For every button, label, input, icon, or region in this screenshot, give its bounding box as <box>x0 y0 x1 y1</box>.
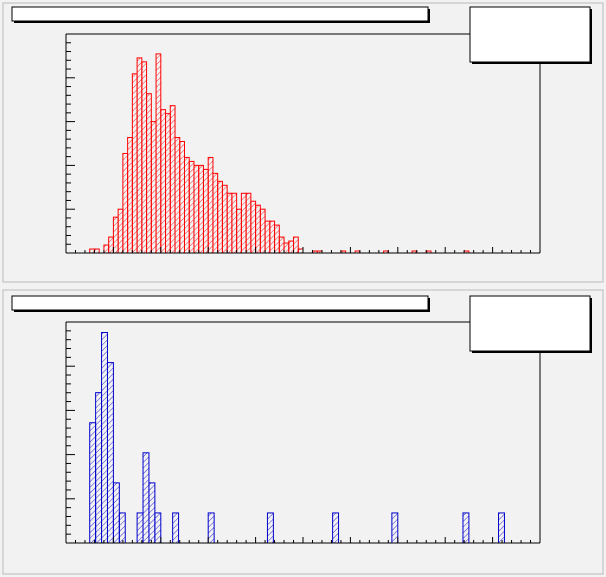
bar <box>155 53 162 254</box>
bar <box>103 244 110 254</box>
bar <box>131 73 138 254</box>
pad <box>2 289 604 575</box>
title-box <box>11 295 429 311</box>
bar <box>240 192 247 254</box>
bar <box>141 61 148 254</box>
bar <box>259 208 266 254</box>
bar <box>112 482 120 544</box>
bar <box>127 137 133 254</box>
bar <box>250 200 257 254</box>
bar <box>217 180 223 254</box>
bar <box>391 512 399 544</box>
bar <box>118 512 126 544</box>
bar <box>255 204 261 254</box>
title-box <box>11 6 429 22</box>
bar <box>462 512 470 544</box>
bar <box>188 160 195 254</box>
bar <box>274 224 280 254</box>
bar <box>266 512 274 544</box>
bar <box>207 512 215 544</box>
bar <box>108 236 114 254</box>
bar <box>148 482 156 544</box>
bar <box>226 192 233 254</box>
bar <box>198 164 204 254</box>
bar <box>101 332 108 544</box>
bar <box>89 422 97 544</box>
bar <box>498 512 505 544</box>
bar <box>160 109 167 254</box>
bar <box>142 452 150 544</box>
bar <box>112 216 119 254</box>
bar <box>179 141 185 254</box>
bar <box>122 152 129 254</box>
pad <box>2 2 604 283</box>
bar <box>93 248 100 254</box>
bar <box>89 248 95 254</box>
stats-box <box>469 295 591 352</box>
bar <box>193 164 200 254</box>
bar <box>212 172 219 254</box>
bar <box>269 220 276 254</box>
bar <box>154 512 162 544</box>
bar <box>283 242 290 254</box>
bar <box>136 57 143 254</box>
bar <box>221 184 228 254</box>
bar <box>264 220 271 254</box>
bar <box>202 168 209 254</box>
bar <box>95 392 103 544</box>
bar <box>245 192 252 254</box>
bar <box>169 105 176 254</box>
bar <box>136 512 144 544</box>
bar <box>146 93 152 254</box>
bar <box>288 240 295 254</box>
bar <box>106 362 114 544</box>
bar <box>332 512 340 544</box>
bar <box>165 113 171 254</box>
bar <box>293 236 299 254</box>
bar <box>172 512 180 544</box>
bar <box>150 121 157 254</box>
bar <box>278 236 285 254</box>
bar <box>184 156 190 254</box>
bar <box>207 156 214 254</box>
bar <box>174 137 181 254</box>
stats-box <box>469 6 591 63</box>
bar <box>117 208 124 254</box>
bar <box>236 208 242 254</box>
bar <box>297 248 304 254</box>
bar <box>231 192 238 254</box>
